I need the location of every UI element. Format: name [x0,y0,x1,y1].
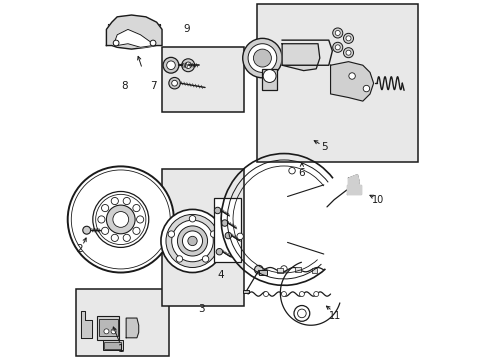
Circle shape [343,48,353,58]
Bar [102,340,122,350]
Circle shape [136,216,143,223]
Circle shape [281,292,286,297]
Bar [162,47,244,112]
Circle shape [214,207,221,214]
Bar [97,316,119,339]
Circle shape [133,204,140,212]
Bar [277,268,283,273]
Circle shape [189,216,195,222]
Circle shape [166,61,175,69]
Circle shape [123,234,130,242]
Circle shape [210,231,217,237]
Bar [242,290,249,293]
Circle shape [346,50,350,55]
Circle shape [263,69,276,82]
Circle shape [236,233,243,240]
Circle shape [313,292,318,297]
Polygon shape [348,175,359,189]
Bar [258,270,266,275]
Circle shape [297,309,305,318]
Circle shape [82,226,90,234]
Circle shape [335,45,340,50]
Circle shape [335,31,340,36]
Circle shape [163,57,179,73]
Text: 11: 11 [328,311,340,320]
Circle shape [150,40,156,46]
Circle shape [168,77,180,89]
Text: 5: 5 [320,142,327,152]
Circle shape [113,212,128,227]
Bar [76,289,169,356]
Text: 1: 1 [117,344,124,354]
Bar [311,268,317,273]
Circle shape [113,40,119,46]
Polygon shape [282,44,319,71]
Circle shape [288,167,295,174]
Circle shape [184,62,191,68]
Circle shape [299,292,304,297]
Circle shape [98,216,105,223]
Circle shape [102,227,108,234]
Circle shape [182,231,202,251]
Circle shape [332,42,342,52]
Text: 6: 6 [298,168,305,178]
Bar [104,342,121,349]
Bar [257,4,418,162]
Circle shape [171,220,213,262]
Circle shape [171,80,177,86]
Text: 7: 7 [149,81,156,91]
Bar [162,169,244,306]
Circle shape [67,166,174,273]
Circle shape [111,329,116,334]
Bar [214,198,241,262]
Bar [295,267,301,272]
Polygon shape [346,185,360,194]
Text: 2: 2 [76,244,82,254]
Circle shape [168,231,174,237]
Circle shape [221,220,227,226]
Circle shape [187,236,197,246]
Circle shape [202,256,208,262]
Bar [261,69,277,90]
Circle shape [106,205,135,234]
Circle shape [242,39,282,78]
Circle shape [280,266,286,272]
Polygon shape [113,30,155,47]
Circle shape [348,73,355,79]
Polygon shape [330,62,373,101]
Polygon shape [81,311,92,338]
Circle shape [102,204,108,212]
Polygon shape [126,318,139,338]
Circle shape [254,265,263,274]
Circle shape [343,33,353,43]
Circle shape [133,227,140,234]
Circle shape [293,306,309,321]
Circle shape [93,192,148,247]
Circle shape [263,292,268,297]
Polygon shape [106,15,162,49]
Text: 3: 3 [198,304,204,314]
Circle shape [363,85,369,92]
Circle shape [346,36,350,41]
Circle shape [104,329,109,334]
Circle shape [176,256,183,262]
Text: 10: 10 [371,195,383,206]
Circle shape [253,49,271,67]
Bar [99,319,118,336]
Circle shape [161,210,224,273]
Circle shape [111,197,118,204]
Circle shape [123,197,130,204]
Text: 9: 9 [183,24,190,34]
Circle shape [247,44,276,72]
Text: 4: 4 [218,270,224,280]
Text: 8: 8 [121,81,127,91]
Circle shape [224,232,231,239]
Circle shape [177,226,207,256]
Circle shape [182,59,194,72]
Circle shape [165,215,219,267]
Circle shape [111,234,118,242]
Circle shape [332,28,342,38]
Circle shape [348,178,355,185]
Circle shape [216,248,222,255]
